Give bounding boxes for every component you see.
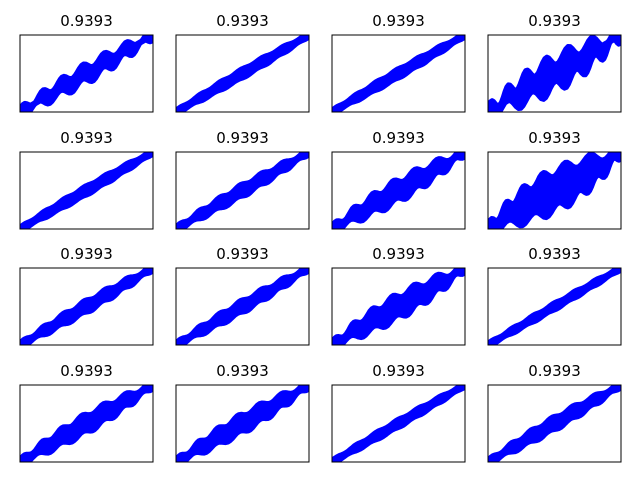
series-line xyxy=(488,152,621,229)
plot-area xyxy=(20,152,153,229)
series-line xyxy=(176,268,309,345)
axes-frame xyxy=(175,267,310,346)
subplot: 0.9393 xyxy=(331,245,466,346)
axes-frame xyxy=(19,151,154,230)
subplot-title: 0.9393 xyxy=(60,12,113,30)
plot-area xyxy=(488,268,621,345)
plot-area xyxy=(20,268,153,345)
subplot: 0.9393 xyxy=(19,245,154,346)
subplot-title: 0.9393 xyxy=(372,362,425,380)
subplot: 0.9393 xyxy=(487,129,622,230)
subplot: 0.9393 xyxy=(19,129,154,230)
series-line xyxy=(176,35,309,112)
plot-area xyxy=(332,152,465,229)
series-line xyxy=(332,35,465,112)
axes-frame xyxy=(175,384,310,463)
subplot-title: 0.9393 xyxy=(216,362,269,380)
series-line xyxy=(176,152,309,229)
axes-frame xyxy=(331,267,466,346)
subplot-title: 0.9393 xyxy=(528,362,581,380)
plot-area xyxy=(488,152,621,229)
axes-frame xyxy=(175,151,310,230)
subplot: 0.9393 xyxy=(175,245,310,346)
plot-area xyxy=(20,385,153,462)
subplot-title: 0.9393 xyxy=(60,129,113,147)
plot-area xyxy=(176,268,309,345)
subplot: 0.9393 xyxy=(331,362,466,463)
subplot-title: 0.9393 xyxy=(528,129,581,147)
subplot: 0.9393 xyxy=(487,245,622,346)
subplot: 0.9393 xyxy=(19,362,154,463)
axes-frame xyxy=(331,34,466,113)
series-line xyxy=(20,268,153,345)
subplot: 0.9393 xyxy=(331,129,466,230)
subplot: 0.9393 xyxy=(175,129,310,230)
subplot-title: 0.9393 xyxy=(60,245,113,263)
series-line xyxy=(332,152,465,229)
plot-area xyxy=(176,35,309,112)
axes-frame xyxy=(487,384,622,463)
subplot: 0.9393 xyxy=(331,12,466,113)
subplot: 0.9393 xyxy=(175,12,310,113)
subplot-title: 0.9393 xyxy=(216,245,269,263)
axes-frame xyxy=(487,267,622,346)
subplot-title: 0.9393 xyxy=(528,12,581,30)
plot-area xyxy=(20,35,153,112)
axes-frame xyxy=(19,34,154,113)
plot-area xyxy=(332,268,465,345)
axes-frame xyxy=(19,267,154,346)
series-line xyxy=(332,268,465,345)
subplot-title: 0.9393 xyxy=(528,245,581,263)
series-line xyxy=(20,152,153,229)
plot-area xyxy=(488,35,621,112)
plot-area xyxy=(176,152,309,229)
plot-area xyxy=(332,385,465,462)
subplot-title: 0.9393 xyxy=(372,129,425,147)
axes-frame xyxy=(331,384,466,463)
axes-frame xyxy=(175,34,310,113)
series-line xyxy=(488,385,621,462)
subplot-title: 0.9393 xyxy=(216,12,269,30)
subplot-title: 0.9393 xyxy=(372,245,425,263)
series-line xyxy=(488,268,621,345)
plot-area xyxy=(488,385,621,462)
series-line xyxy=(20,385,153,462)
plot-area xyxy=(176,385,309,462)
series-line xyxy=(20,35,153,112)
plot-area xyxy=(332,35,465,112)
subplot-title: 0.9393 xyxy=(216,129,269,147)
subplot: 0.9393 xyxy=(487,362,622,463)
axes-frame xyxy=(487,151,622,230)
series-line xyxy=(176,385,309,462)
subplot: 0.9393 xyxy=(19,12,154,113)
subplot: 0.9393 xyxy=(175,362,310,463)
axes-frame xyxy=(19,384,154,463)
series-line xyxy=(488,35,621,112)
series-line xyxy=(332,385,465,462)
subplot-title: 0.9393 xyxy=(372,12,425,30)
axes-frame xyxy=(487,34,622,113)
subplot: 0.9393 xyxy=(487,12,622,113)
subplot-title: 0.9393 xyxy=(60,362,113,380)
axes-frame xyxy=(331,151,466,230)
